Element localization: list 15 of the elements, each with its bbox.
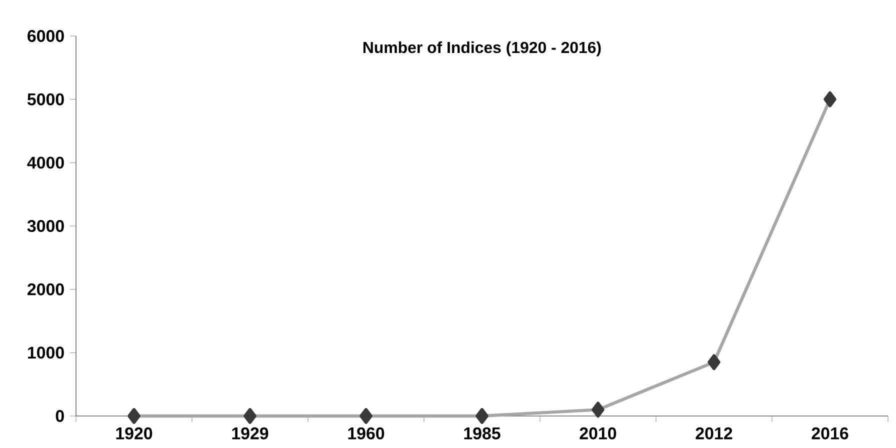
y-tick-label: 4000	[27, 156, 64, 169]
y-tick-label: 6000	[28, 30, 64, 42]
x-tick-label: 1985	[464, 427, 500, 440]
x-tick-label: 1960	[348, 427, 384, 440]
x-tick-label: 2010	[580, 427, 616, 440]
x-tick-label: 1920	[116, 427, 152, 440]
x-tick-label: 2016	[812, 427, 848, 440]
y-tick-label: 0	[56, 410, 64, 422]
y-tick-label: 3000	[27, 220, 64, 232]
y-tick-label: 1000	[28, 346, 64, 359]
x-tick-label: 2012	[696, 427, 732, 440]
y-tick-label: 5000	[27, 93, 64, 106]
chart-title: Number of Indices (1920 - 2016)	[363, 41, 601, 56]
y-tick-label: 2000	[28, 283, 64, 296]
x-tick-label: 1929	[232, 427, 268, 440]
